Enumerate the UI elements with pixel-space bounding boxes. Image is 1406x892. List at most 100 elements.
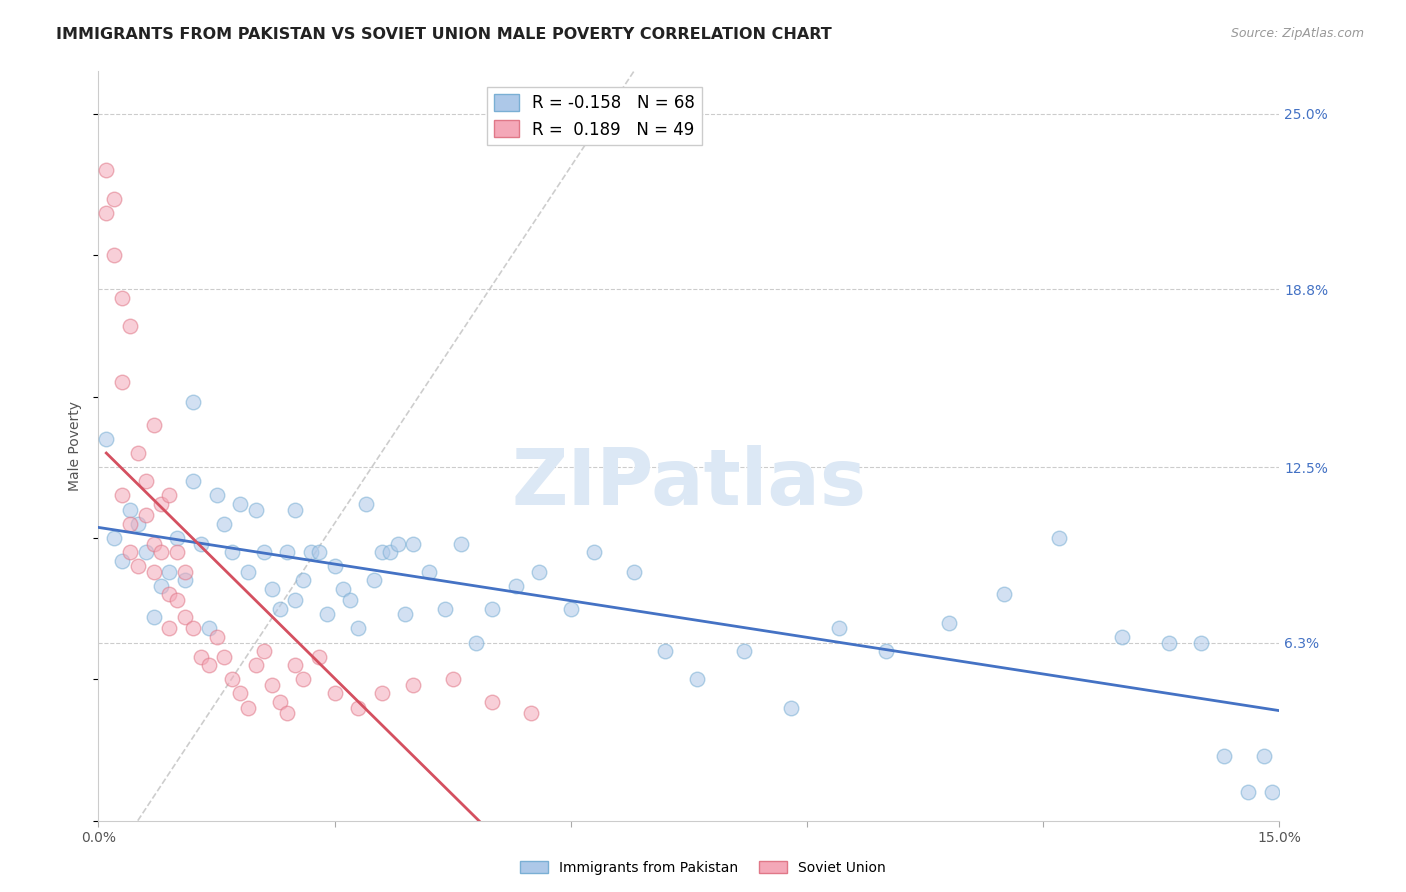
Point [253,545,276,559]
Point [157,587,180,601]
Point [378,545,401,559]
Point [181,475,204,489]
Point [127,559,149,574]
Point [284,502,307,516]
Point [347,621,370,635]
Point [441,673,464,687]
Point [323,686,346,700]
Point [1159,635,1181,649]
Point [236,565,259,579]
Point [174,565,197,579]
Text: IMMIGRANTS FROM PAKISTAN VS SOVIET UNION MALE POVERTY CORRELATION CHART: IMMIGRANTS FROM PAKISTAN VS SOVIET UNION… [56,27,832,42]
Point [1260,785,1282,799]
Point [127,516,149,531]
Point [1047,531,1070,545]
Point [686,673,709,687]
Point [733,644,755,658]
Point [433,601,456,615]
Point [260,678,283,692]
Point [142,565,165,579]
Text: Source: ZipAtlas.com: Source: ZipAtlas.com [1230,27,1364,40]
Point [214,649,236,664]
Point [229,497,252,511]
Point [135,545,157,559]
Point [323,559,346,574]
Point [623,565,645,579]
Point [221,545,243,559]
Point [181,395,204,409]
Point [450,536,472,550]
Point [308,545,330,559]
Point [481,601,503,615]
Point [111,488,134,502]
Legend: R = -0.158   N = 68, R =  0.189   N = 49: R = -0.158 N = 68, R = 0.189 N = 49 [488,87,702,145]
Point [103,192,125,206]
Point [166,531,188,545]
Point [276,545,298,559]
Point [827,621,849,635]
Point [190,649,212,664]
Point [299,545,322,559]
Point [339,593,361,607]
Point [938,615,960,630]
Point [150,579,173,593]
Point [347,700,370,714]
Point [118,318,141,333]
Point [96,205,118,219]
Point [402,536,425,550]
Point [371,686,394,700]
Point [103,248,125,262]
Legend: Immigrants from Pakistan, Soviet Union: Immigrants from Pakistan, Soviet Union [515,855,891,880]
Point [481,695,503,709]
Point [560,601,582,615]
Point [1253,748,1275,763]
Point [205,630,228,644]
Point [780,700,803,714]
Point [363,574,385,588]
Point [465,635,488,649]
Point [402,678,425,692]
Point [236,700,259,714]
Point [142,417,165,432]
Point [875,644,897,658]
Point [166,545,188,559]
Point [150,545,173,559]
Point [205,488,228,502]
Point [387,536,409,550]
Point [1237,785,1260,799]
Point [284,593,307,607]
Point [96,163,118,178]
Point [174,574,197,588]
Point [292,673,315,687]
Point [315,607,337,622]
Point [157,488,180,502]
Point [135,508,157,523]
Text: ZIPatlas: ZIPatlas [512,445,866,522]
Point [111,553,134,567]
Point [269,601,291,615]
Point [260,582,283,596]
Point [529,565,551,579]
Point [1213,748,1236,763]
Point [284,658,307,673]
Point [166,593,188,607]
Point [157,565,180,579]
Point [157,621,180,635]
Point [135,475,157,489]
Point [308,649,330,664]
Point [371,545,394,559]
Point [229,686,252,700]
Point [354,497,377,511]
Point [654,644,676,658]
Point [583,545,606,559]
Point [332,582,354,596]
Point [142,610,165,624]
Point [418,565,440,579]
Point [1111,630,1133,644]
Point [520,706,543,721]
Point [118,545,141,559]
Point [993,587,1015,601]
Point [197,658,219,673]
Point [111,291,134,305]
Y-axis label: Male Poverty: Male Poverty [69,401,83,491]
